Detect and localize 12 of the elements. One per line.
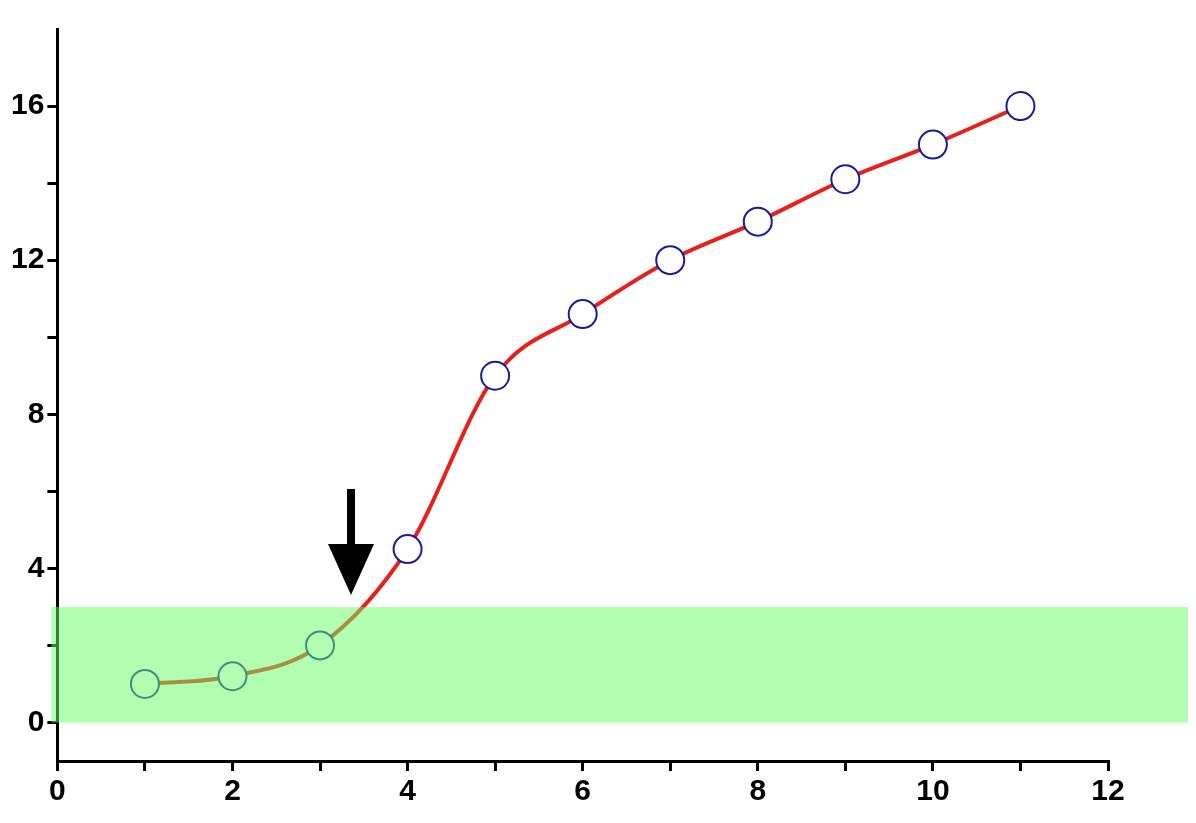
x-tick-label: 8 [749,773,767,807]
x-tick-label: 10 [916,773,950,807]
x-tick-label: 2 [224,773,241,807]
y-tick-label: 12 [10,241,45,275]
y-tick-label: 0 [27,703,45,737]
y-tick-label: 16 [10,87,45,121]
x-tick-label: 6 [574,773,592,807]
y-tick-label: 8 [27,395,45,429]
x-tick-label: 4 [399,773,417,807]
y-tick-label: 4 [27,549,45,583]
x-tick-label: 12 [1091,773,1125,807]
x-tick-label: 0 [49,773,66,807]
